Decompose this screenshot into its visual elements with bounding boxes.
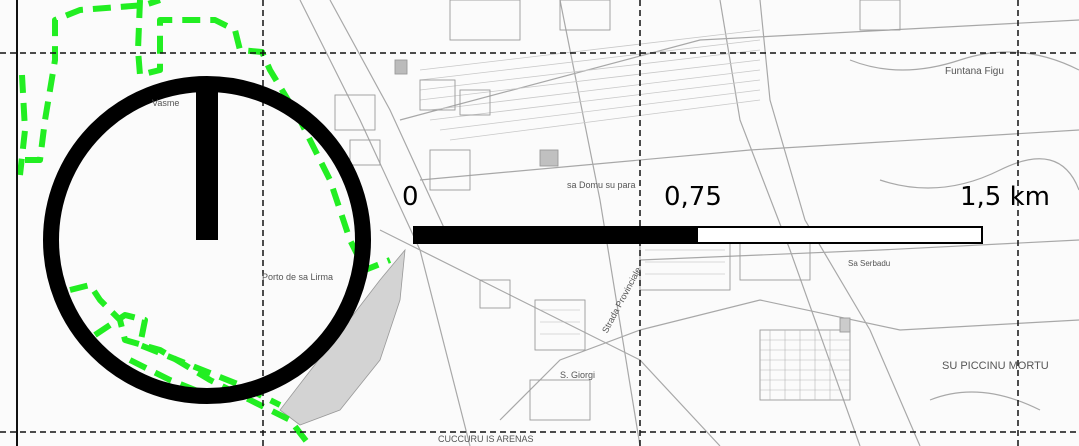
place-label-piccinu: SU PICCINU MORTU: [942, 360, 1049, 372]
place-label-giorgi: S. Giorgi: [560, 370, 596, 380]
scale-label-middle: 0,75: [664, 182, 722, 212]
place-label-vasme: Vasme: [152, 98, 180, 108]
place-label-funtana: Funtana Figu: [945, 66, 1004, 77]
place-label-porto: Porto de sa Lirma: [262, 272, 334, 282]
scale-bar: [413, 226, 983, 244]
boundary-outline: [17, 0, 392, 446]
road-network: [299, 0, 1079, 446]
scale-label-zero: 0: [402, 182, 419, 212]
scale-label-end: 1,5 km: [960, 182, 1050, 212]
north-arrow-circle-icon: [43, 76, 371, 404]
scale-bar-filled-segment: [414, 227, 698, 243]
water-body: [279, 248, 406, 426]
dense-line-hatching: [419, 29, 761, 141]
building-grid-hatch: [540, 249, 850, 400]
place-label-domu: sa Domu su para: [567, 180, 636, 190]
place-label-cuccuru: CUCCURU IS ARENAS: [438, 434, 534, 444]
place-label-sabbadu: Sa Serbadu: [848, 259, 891, 268]
